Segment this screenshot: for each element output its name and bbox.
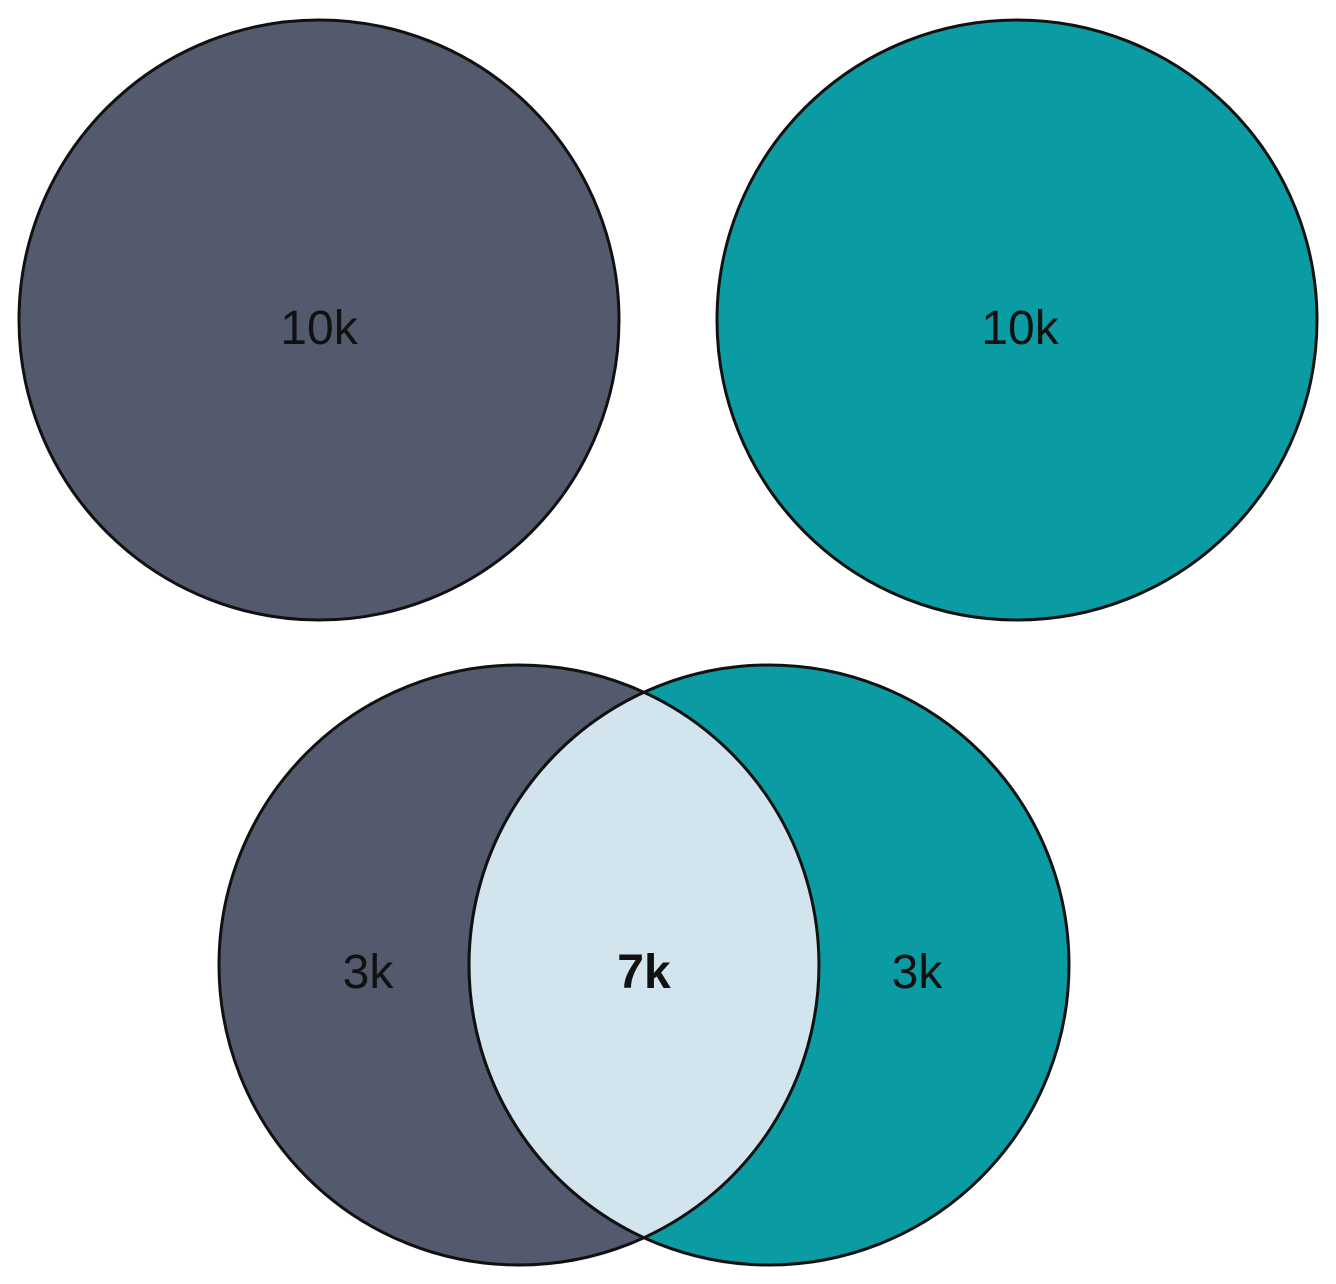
top-row: 10k 10k [17,18,1319,622]
venn-left-only-label: 3k [343,946,395,999]
set-b-circle [715,18,1319,622]
venn-overlap-diagram: 3k 7k 3k [217,663,1071,1267]
venn-intersection-region [467,690,821,1240]
set-b-count-label: 10k [981,302,1059,355]
set-a-circle [17,18,621,622]
set-a-count-label: 10k [280,302,358,355]
venn-right-only-label: 3k [892,946,944,999]
venn-intersection-label: 7k [617,946,671,999]
